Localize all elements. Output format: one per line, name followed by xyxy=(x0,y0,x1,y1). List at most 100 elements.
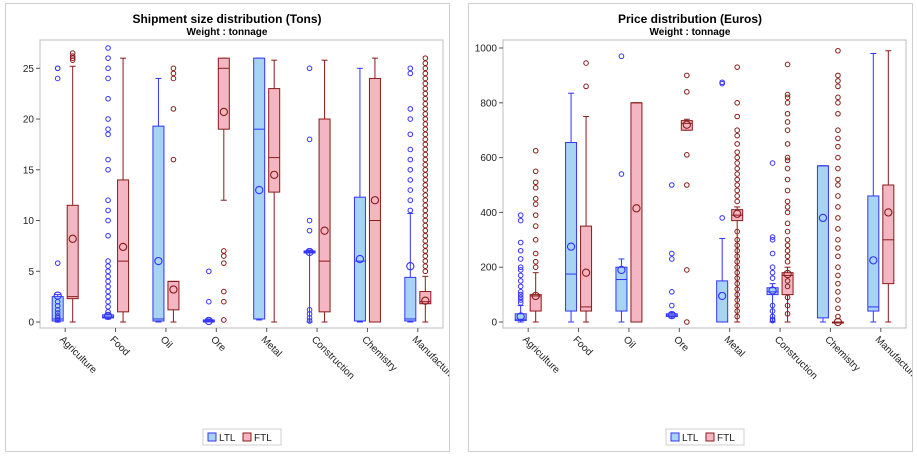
box-iqr xyxy=(102,314,115,319)
box-ltl-construction xyxy=(303,65,316,324)
box-iqr xyxy=(353,196,366,322)
x-tick-label: Food xyxy=(107,334,131,358)
outlier-point xyxy=(407,187,414,193)
outlier-point xyxy=(105,65,111,72)
outlier-point xyxy=(517,212,524,218)
legend: LTL FTL xyxy=(665,428,745,446)
outlier-point xyxy=(422,126,429,132)
outlier-point xyxy=(835,215,841,221)
y-tick-label: 400 xyxy=(480,208,497,219)
outlier-point xyxy=(835,143,841,150)
outlier-point xyxy=(422,207,429,214)
box-ftl-ore xyxy=(680,72,693,325)
outlier-point xyxy=(422,187,429,193)
outlier-point xyxy=(784,283,791,290)
outlier-point xyxy=(407,146,414,153)
box-ltl-chemistry xyxy=(816,165,829,323)
outlier-point xyxy=(835,165,841,172)
box-ftl-manufacturing xyxy=(882,50,895,323)
mean-marker xyxy=(255,185,264,195)
outlier-point xyxy=(306,136,313,143)
plot-area xyxy=(502,39,907,329)
box-iqr xyxy=(816,165,829,319)
outlier-point xyxy=(105,95,111,102)
box-ftl-food xyxy=(117,57,130,323)
box-ftl-chemistry xyxy=(831,47,844,327)
plot-area xyxy=(39,39,444,329)
box-ltl-oil xyxy=(152,77,165,323)
outlier-point xyxy=(784,119,791,125)
box-ltl-food xyxy=(565,92,578,323)
outlier-point xyxy=(618,53,625,60)
outlier-point xyxy=(734,269,740,276)
outlier-point xyxy=(734,302,740,309)
outlier-point xyxy=(54,65,61,72)
outlier-point xyxy=(784,247,791,254)
outlier-point xyxy=(835,237,841,243)
outlier-point xyxy=(835,182,841,188)
outlier-point xyxy=(734,313,740,320)
outlier-point xyxy=(835,154,841,161)
outlier-point xyxy=(105,268,111,275)
outlier-point xyxy=(684,319,690,325)
outlier-point xyxy=(422,217,429,224)
outlier-point xyxy=(784,157,791,164)
outlier-point xyxy=(422,248,429,254)
outlier-point xyxy=(105,288,111,295)
outlier-point xyxy=(734,291,740,298)
outlier-point xyxy=(105,273,111,280)
outlier-point xyxy=(422,182,429,188)
box-iqr xyxy=(253,57,266,320)
outlier-point xyxy=(835,135,841,142)
mean-marker xyxy=(406,262,415,271)
outlier-point xyxy=(734,258,740,265)
box-ftl-chemistry xyxy=(368,57,381,323)
outlier-point xyxy=(684,182,690,188)
outlier-point xyxy=(784,91,791,98)
outlier-point xyxy=(517,272,524,279)
outlier-point xyxy=(784,100,791,106)
outlier-point xyxy=(422,146,429,153)
box-iqr xyxy=(565,142,578,312)
outlier-point xyxy=(407,177,414,183)
outlier-point xyxy=(784,278,791,284)
outlier-point xyxy=(835,245,841,251)
outlier-point xyxy=(54,307,61,313)
outlier-point xyxy=(422,151,429,158)
outlier-point xyxy=(835,78,841,84)
mean-marker xyxy=(667,310,676,320)
y-tick-label: 25 xyxy=(23,64,35,75)
mean-marker xyxy=(632,204,641,213)
outlier-point xyxy=(422,161,429,168)
outlier-point xyxy=(422,65,429,72)
outlier-point xyxy=(517,283,524,290)
y-tick-label: 1000 xyxy=(475,44,498,55)
outlier-point xyxy=(306,307,313,313)
outlier-point xyxy=(734,160,740,166)
legend: LTL FTL xyxy=(202,428,282,446)
outlier-point xyxy=(422,197,429,204)
outlier-point xyxy=(835,176,841,183)
box-ltl-construction xyxy=(766,160,779,324)
box-ltl-metal xyxy=(253,57,266,321)
box-ltl-agriculture xyxy=(514,212,527,323)
mean-marker xyxy=(219,107,228,117)
box-ltl-food xyxy=(102,45,115,321)
box-ftl-agriculture xyxy=(529,147,542,323)
outlier-point xyxy=(734,100,740,106)
outlier-point xyxy=(221,248,227,254)
outlier-point xyxy=(769,302,776,309)
box-iqr xyxy=(716,280,729,323)
outlier-point xyxy=(422,243,429,249)
outlier-point xyxy=(618,171,625,177)
outlier-point xyxy=(784,302,791,309)
mean-marker xyxy=(118,242,128,252)
outlier-point xyxy=(784,127,791,133)
outlier-point xyxy=(105,217,111,224)
outlier-point xyxy=(54,317,61,323)
outlier-point xyxy=(784,294,791,301)
outlier-point xyxy=(769,269,776,276)
box-ftl-manufacturing xyxy=(419,55,432,323)
outlier-point xyxy=(532,258,539,265)
outlier-point xyxy=(105,298,111,305)
